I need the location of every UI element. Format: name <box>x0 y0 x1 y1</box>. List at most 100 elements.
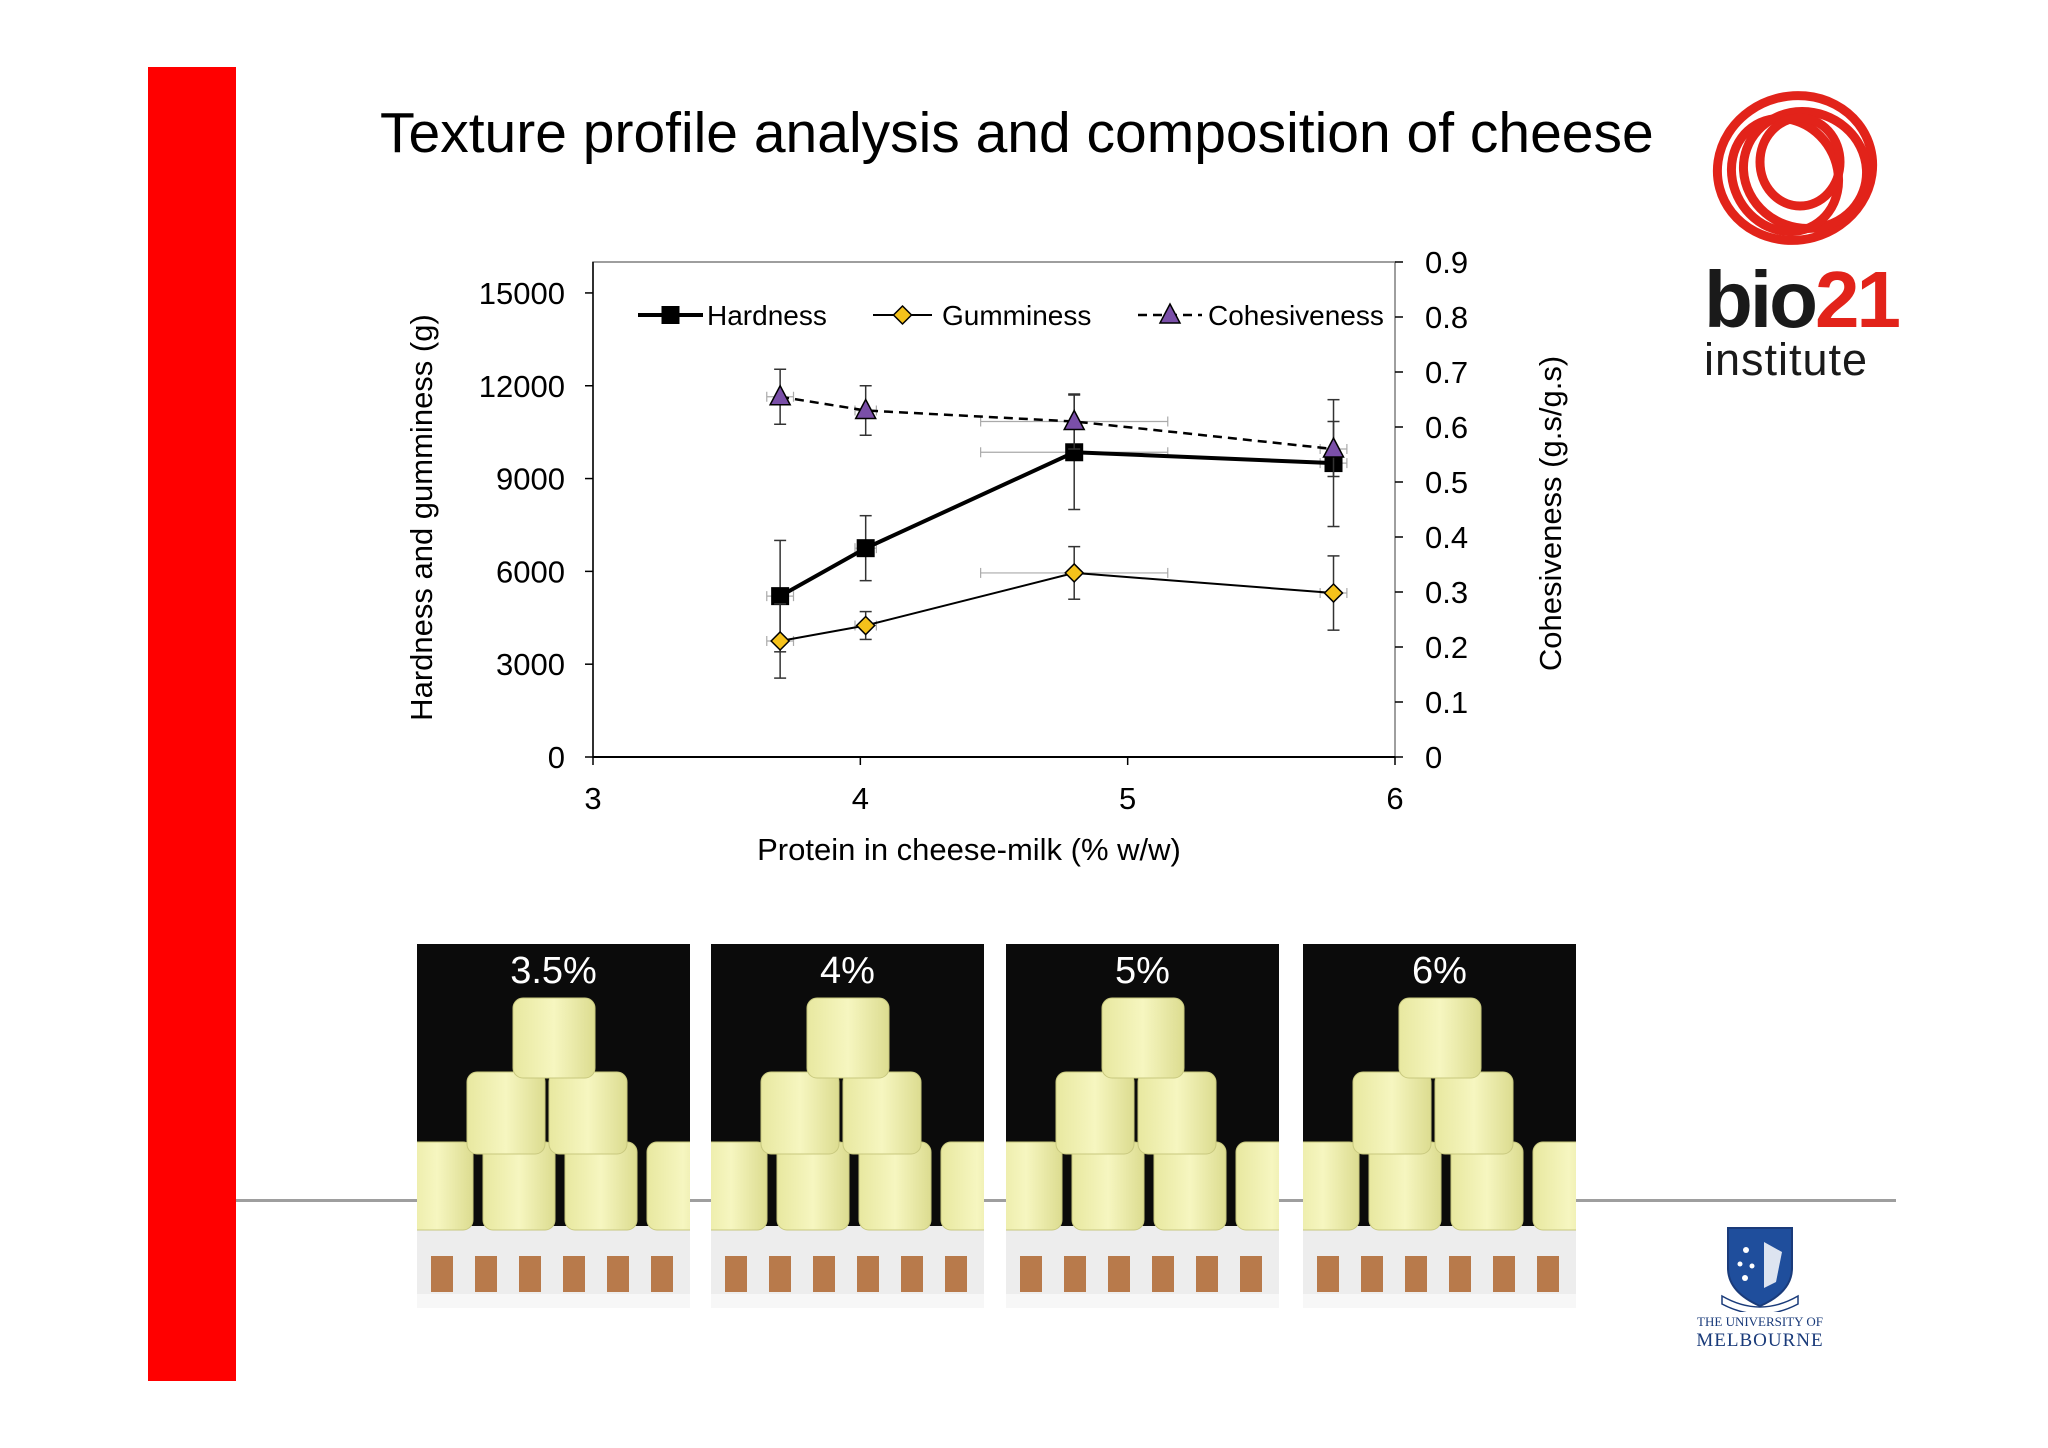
rack-slot <box>519 1256 541 1292</box>
legend-label: Cohesiveness <box>1208 300 1384 331</box>
legend-marker <box>892 304 913 326</box>
cheese-photo-3-5: 3.5% <box>417 944 690 1308</box>
rack-slot <box>1493 1256 1515 1292</box>
legend-label: Gumminess <box>942 300 1091 331</box>
rack-edge <box>1303 1294 1576 1308</box>
cheese-piece <box>1153 1141 1227 1231</box>
data-point <box>768 384 792 406</box>
y-tick-label: 0 <box>548 740 565 775</box>
rack-slot <box>1196 1256 1218 1292</box>
data-point <box>770 630 791 652</box>
y-axis-label: Hardness and gumminess (g) <box>404 314 439 721</box>
data-point <box>1322 436 1345 458</box>
legend-marker <box>661 306 680 324</box>
y2-axis-label: Cohesiveness (g.s/g.s) <box>1533 356 1568 671</box>
cheese-stack-image <box>1006 944 1279 1308</box>
cheese-piece <box>1101 997 1185 1079</box>
series-line <box>779 571 1334 642</box>
rack-slot <box>1317 1256 1339 1292</box>
x-axis-label: Protein in cheese-milk (% w/w) <box>757 832 1181 867</box>
y2-tick-label: 0.7 <box>1425 355 1468 390</box>
cheese-photo-5: 5% <box>1006 944 1279 1308</box>
series-hardness <box>766 394 1348 653</box>
series-line <box>779 395 1334 451</box>
cheese-piece <box>760 1071 840 1155</box>
bio-text: bio <box>1704 255 1818 344</box>
y2-tick-label: 0 <box>1425 740 1442 775</box>
cheese-piece <box>482 1141 556 1231</box>
university-logo: THE UNIVERSITY OF MELBOURNE <box>1680 1222 1840 1352</box>
plot-frame <box>592 261 1396 758</box>
cheese-piece <box>1450 1141 1524 1231</box>
y2-tick-label: 0.4 <box>1425 520 1468 555</box>
university-line2: MELBOURNE <box>1696 1330 1824 1351</box>
cheese-piece <box>806 997 890 1079</box>
legend-label: Hardness <box>707 300 827 331</box>
cheese-piece <box>711 1141 768 1231</box>
rack-slot <box>431 1256 453 1292</box>
y-tick-label: 15000 <box>479 276 565 311</box>
data-point <box>1065 443 1084 462</box>
cheese-piece <box>417 1141 474 1231</box>
rack-slot <box>1449 1256 1471 1292</box>
cheese-piece <box>1434 1071 1514 1155</box>
cheese-piece <box>1368 1141 1442 1231</box>
rack-slot <box>1020 1256 1042 1292</box>
y2-tick-label: 0.8 <box>1425 300 1468 335</box>
series-line <box>779 450 1334 598</box>
y-tick-label: 12000 <box>479 369 565 404</box>
x-tick-label: 5 <box>1119 781 1136 816</box>
chart-legend: Hardness Gumminess Cohesiveness <box>638 300 1384 331</box>
y2-tick-label: 0.1 <box>1425 685 1468 720</box>
y2-tick-label: 0.2 <box>1425 630 1468 665</box>
rack-slot <box>651 1256 673 1292</box>
rack-slot <box>1152 1256 1174 1292</box>
rack-slot <box>1361 1256 1383 1292</box>
cheese-photo-4: 4% <box>711 944 984 1308</box>
y-tick-label: 3000 <box>496 647 565 682</box>
data-point <box>1064 562 1085 583</box>
bio21-institute-text: institute <box>1704 334 1869 385</box>
cheese-piece <box>1532 1141 1576 1231</box>
rack-slot <box>1108 1256 1130 1292</box>
y-tick-label: 6000 <box>496 554 565 589</box>
red-accent-bar <box>148 67 236 1381</box>
cheese-piece <box>1398 997 1482 1079</box>
cheese-piece <box>1071 1141 1145 1231</box>
rack-edge <box>1006 1294 1279 1308</box>
y2-tick-label: 0.9 <box>1425 245 1468 280</box>
cheese-piece <box>512 997 596 1079</box>
rack-slot <box>475 1256 497 1292</box>
cheese-piece <box>858 1141 932 1231</box>
y-tick-label: 9000 <box>496 462 565 497</box>
cheese-piece <box>1006 1141 1063 1231</box>
rack-slot <box>945 1256 967 1292</box>
photo-label: 5% <box>1115 950 1170 992</box>
rack-slot <box>1405 1256 1427 1292</box>
photo-label: 6% <box>1412 950 1467 992</box>
x-tick-label: 3 <box>584 781 601 816</box>
data-point <box>771 587 790 606</box>
x-tick-label: 6 <box>1386 781 1403 816</box>
cheese-piece <box>1303 1141 1360 1231</box>
bio21-logo-text: bio21 <box>1704 254 1901 346</box>
photo-label: 4% <box>820 950 875 992</box>
rack-edge <box>417 1294 690 1308</box>
slide-title: Texture profile analysis and composition… <box>380 101 1654 165</box>
data-point <box>856 539 875 558</box>
cheese-piece <box>1235 1141 1279 1231</box>
cheese-stack-image <box>1303 944 1576 1308</box>
series-gumminess <box>766 545 1348 679</box>
cheese-piece <box>564 1141 638 1231</box>
rack-slot <box>563 1256 585 1292</box>
cheese-piece <box>1352 1071 1432 1155</box>
cheese-piece <box>776 1141 850 1231</box>
rack-slot <box>725 1256 747 1292</box>
cheese-piece <box>548 1071 628 1155</box>
cheese-stack-image <box>711 944 984 1308</box>
cheese-piece <box>842 1071 922 1155</box>
data-point <box>1323 582 1344 604</box>
cheese-piece <box>1055 1071 1135 1155</box>
data-point <box>855 615 876 636</box>
x-tick-label: 4 <box>852 781 869 816</box>
